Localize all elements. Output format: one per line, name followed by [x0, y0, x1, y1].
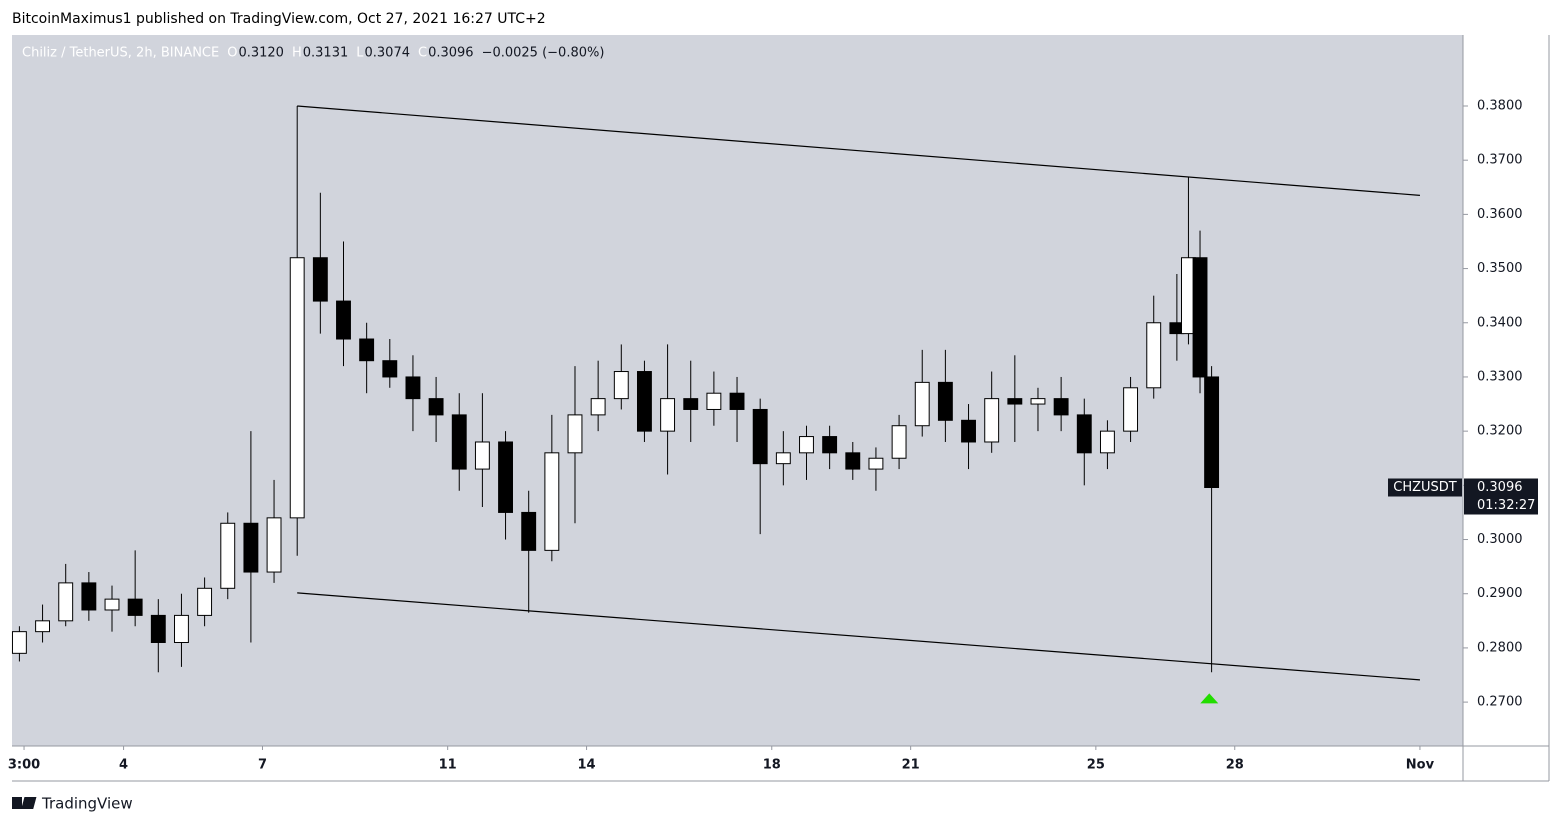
signal-marker	[1200, 693, 1219, 704]
logo	[12, 797, 37, 809]
candle-body	[868, 457, 884, 470]
candle-body	[11, 631, 27, 654]
y-tick-label: 0.3300	[1477, 369, 1523, 384]
candle-body	[752, 408, 768, 465]
candle-body	[312, 257, 328, 302]
candle-body	[799, 436, 814, 454]
candle-body	[220, 522, 236, 589]
x-tick-label: 28	[1226, 758, 1244, 773]
x-tick-label: 4	[119, 758, 128, 773]
candle-body	[683, 398, 699, 410]
candle-body	[81, 582, 97, 611]
candle-body	[636, 371, 652, 432]
x-tick-label: 11	[439, 758, 457, 773]
legend-key: H	[292, 46, 302, 61]
y-tick-label: 0.3600	[1477, 207, 1523, 222]
y-tick-label: 0.2900	[1477, 586, 1523, 601]
candle-body	[474, 441, 490, 470]
candle-body	[775, 452, 791, 465]
candle-body	[1030, 398, 1046, 405]
y-tick-label: 0.2800	[1477, 640, 1523, 655]
candle-body	[729, 392, 745, 410]
header: BitcoinMaximus1 published on TradingView…	[12, 11, 546, 27]
candle-body	[590, 398, 606, 416]
footer: TradingView	[41, 795, 133, 813]
candle-body	[544, 452, 560, 551]
candle-body	[1204, 376, 1220, 489]
candle-body	[35, 620, 51, 633]
candle-body	[845, 452, 861, 470]
x-tick-label: 3:00	[8, 758, 40, 773]
y-tick-label: 0.3400	[1477, 315, 1523, 330]
y-tick-label: 0.3800	[1477, 98, 1523, 113]
candle-body	[451, 414, 467, 470]
symbol-label: CHZUSDT	[1393, 480, 1457, 495]
candle-body	[613, 371, 629, 400]
candle-body	[984, 398, 1000, 443]
candle-body	[498, 441, 513, 513]
legend-value: 0.3074	[365, 46, 411, 61]
legend-value: 0.3096	[428, 46, 474, 61]
axis-unit: 0 USDT	[1477, 45, 1525, 60]
candle-body	[961, 419, 976, 443]
candle-body	[289, 257, 305, 519]
x-tick-label: Nov	[1406, 758, 1435, 773]
legend-value: 0.3131	[303, 46, 349, 61]
symbol-tag	[1388, 478, 1462, 497]
x-tick-label: 7	[258, 758, 267, 773]
candle-body	[1146, 322, 1162, 389]
trendline	[297, 105, 1420, 197]
candle-body	[1192, 257, 1208, 378]
candle-body	[336, 300, 351, 340]
candle-body	[914, 381, 930, 427]
candle-body	[359, 338, 375, 362]
candle-body	[104, 598, 120, 611]
legend-title: Chiliz / TetherUS, 2h, BINANCE	[22, 46, 219, 61]
candle-body	[266, 517, 282, 573]
candle-body	[891, 425, 907, 459]
x-tick-label: 14	[578, 758, 596, 773]
legend-value: 0.3120	[238, 46, 284, 61]
candle-body	[150, 614, 166, 643]
legend-key: L	[356, 46, 364, 61]
candle-body	[567, 414, 583, 454]
y-tick-label: 0.3500	[1477, 261, 1523, 276]
candle-body	[58, 582, 74, 622]
candle-body	[174, 614, 189, 643]
trendline	[297, 592, 1420, 681]
y-tick-label: 0.2700	[1477, 695, 1523, 710]
countdown: 01:32:27	[1477, 498, 1535, 513]
y-tick-label: 0.3700	[1477, 153, 1523, 168]
candle-body	[197, 587, 213, 616]
x-tick-label: 18	[763, 758, 781, 773]
candle-body	[937, 381, 953, 421]
legend-key: C	[418, 46, 427, 61]
candle-body	[521, 511, 537, 551]
price-label: 0.3096	[1477, 480, 1523, 495]
candle-body	[243, 522, 259, 573]
candle-body	[660, 398, 676, 432]
candle-body	[428, 398, 444, 416]
y-tick-label: 0.3000	[1477, 532, 1523, 547]
candle-body	[1053, 398, 1069, 416]
candle-body	[1076, 414, 1092, 454]
candle-body	[382, 360, 398, 378]
candle-body	[127, 598, 143, 616]
x-tick-label: 25	[1087, 758, 1105, 773]
candle-body	[1099, 430, 1115, 454]
y-tick-label: 0.3200	[1477, 424, 1523, 439]
x-tick-label: 21	[902, 758, 920, 773]
candle-body	[1007, 398, 1023, 405]
legend-change: −0.0025 (−0.80%)	[482, 46, 605, 61]
price-tag	[1464, 478, 1538, 515]
candle-body	[706, 392, 722, 410]
candle-body	[822, 436, 838, 454]
candle-body	[405, 376, 421, 400]
legend-key: O	[227, 46, 237, 61]
candle-body	[1123, 387, 1139, 432]
